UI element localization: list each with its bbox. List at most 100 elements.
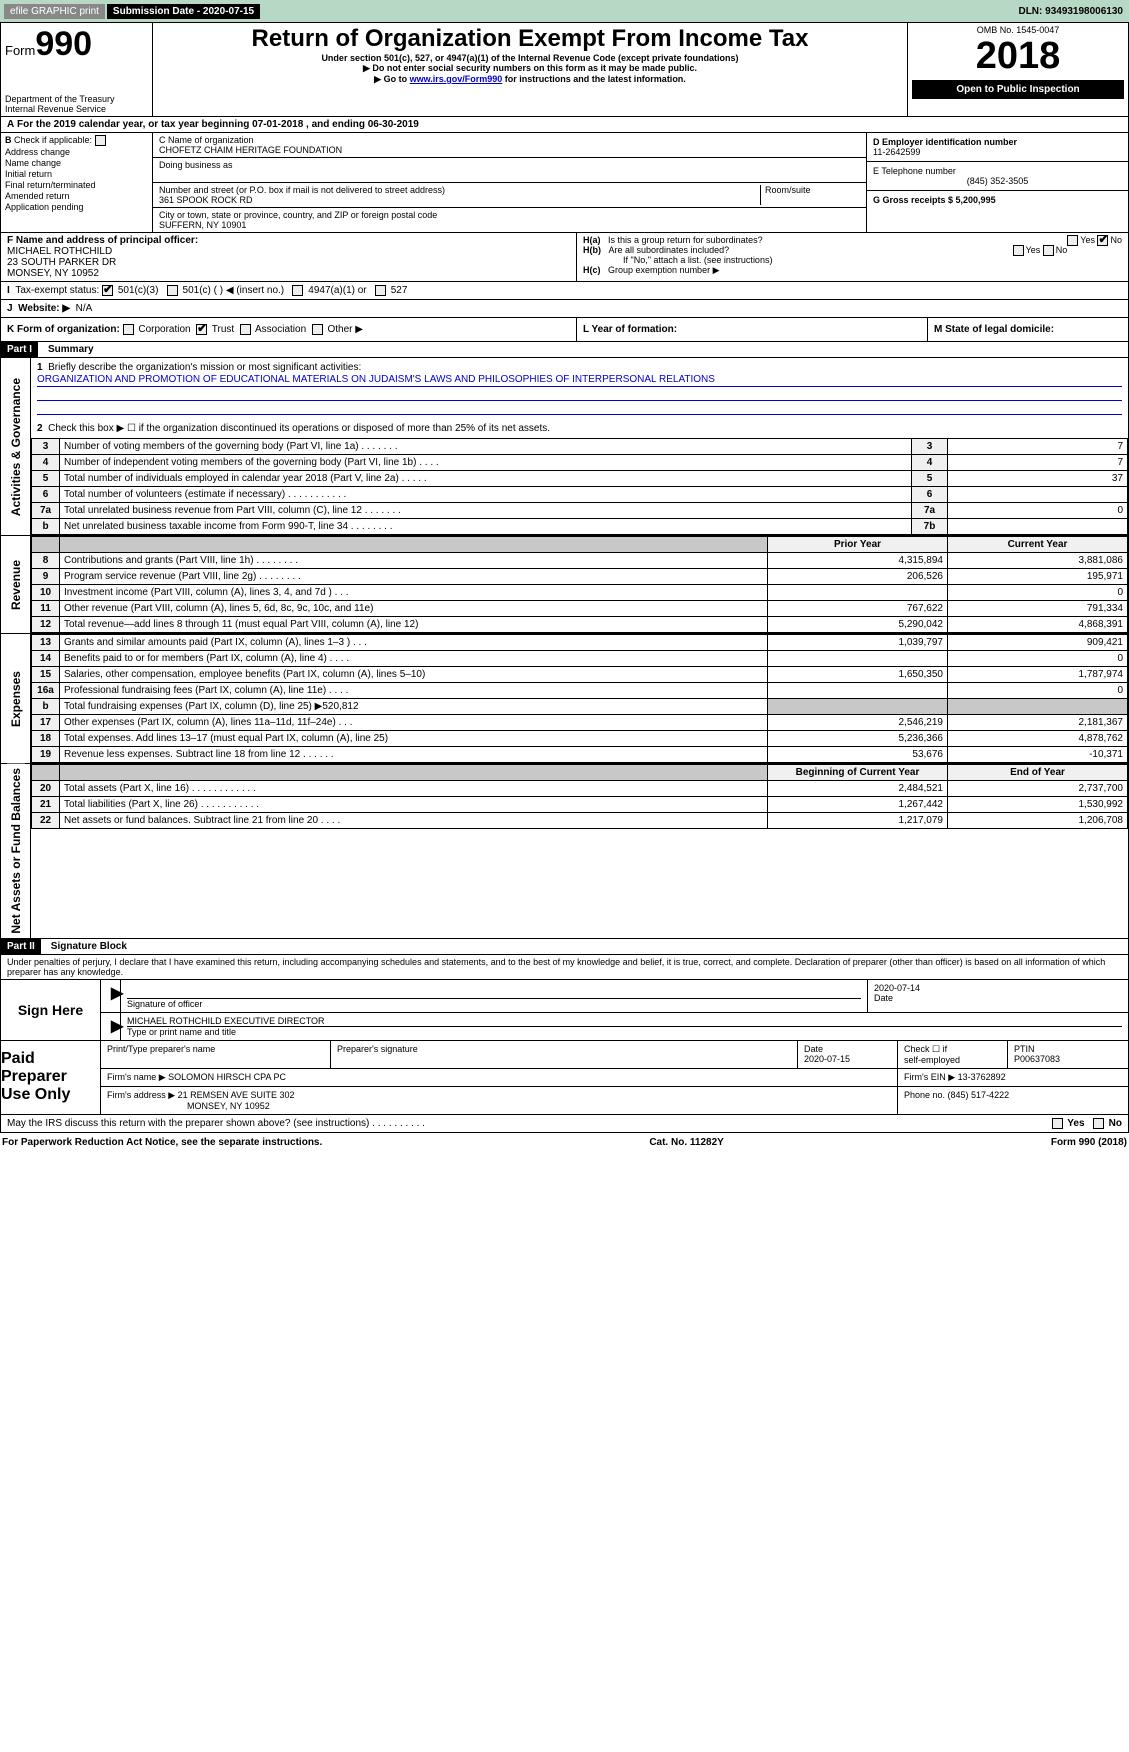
h-b-note: If "No," attach a list. (see instruction…	[583, 255, 1122, 265]
firm-ein: Firm's EIN ▶ 13-3762892	[898, 1069, 1128, 1086]
governance-block: Activities & Governance 1 Briefly descri…	[0, 358, 1129, 536]
ha-no[interactable]	[1097, 235, 1108, 246]
prep-sig-label: Preparer's signature	[331, 1041, 798, 1068]
org-name: CHOFETZ CHAIM HERITAGE FOUNDATION	[159, 145, 860, 155]
omb-number: OMB No. 1545-0047	[912, 25, 1124, 35]
sign-here-label: Sign Here	[1, 980, 101, 1040]
tax-year: 2018	[912, 35, 1124, 78]
ein-label: D Employer identification number	[873, 137, 1122, 147]
street-value: 361 SPOOK ROCK RD	[159, 195, 760, 205]
h-c: H(c) Group exemption number ▶	[583, 265, 1122, 276]
i-4947[interactable]	[292, 285, 303, 296]
phone-value: (845) 352-3505	[873, 176, 1122, 186]
discuss-no[interactable]	[1093, 1118, 1104, 1129]
check-amended[interactable]: Amended return	[5, 191, 148, 201]
firm-addr: Firm's address ▶ 21 REMSEN AVE SUITE 302	[107, 1090, 891, 1101]
check-initial-return[interactable]: Initial return	[5, 169, 148, 179]
section-bcd: B Check if applicable: Address change Na…	[0, 133, 1129, 233]
prep-check-label: Check ☐ if	[904, 1044, 1001, 1055]
section-b: B Check if applicable: Address change Na…	[1, 133, 153, 232]
prep-date: 2020-07-15	[804, 1054, 891, 1064]
check-name-change[interactable]: Name change	[5, 158, 148, 168]
city-label: City or town, state or province, country…	[159, 210, 860, 220]
mission-blank-1	[37, 387, 1122, 401]
footer-mid: Cat. No. 11282Y	[649, 1137, 723, 1148]
note-ssn: ▶ Do not enter social security numbers o…	[157, 63, 903, 74]
street-label: Number and street (or P.O. box if mail i…	[159, 185, 760, 195]
expenses-label: Expenses	[7, 667, 25, 731]
revenue-block: Revenue Prior YearCurrent Year8Contribut…	[0, 536, 1129, 634]
dept-treasury: Department of the Treasury	[5, 94, 148, 104]
revenue-label: Revenue	[7, 556, 25, 614]
org-name-label: C Name of organization	[159, 135, 860, 145]
k-other[interactable]	[312, 324, 323, 335]
k-corp[interactable]	[123, 324, 134, 335]
hb-no[interactable]	[1043, 245, 1054, 256]
i-527[interactable]	[375, 285, 386, 296]
k-assoc[interactable]	[240, 324, 251, 335]
ha-yes[interactable]	[1067, 235, 1078, 246]
tax-year-range: For the 2019 calendar year, or tax year …	[17, 119, 303, 130]
check-pending[interactable]: Application pending	[5, 202, 148, 212]
line1-label: Briefly describe the organization's miss…	[48, 362, 361, 373]
h-b: H(b) Are all subordinates included? Yes …	[583, 245, 1122, 255]
room-label: Room/suite	[765, 185, 860, 195]
i-501c3[interactable]	[102, 285, 113, 296]
section-c: C Name of organization CHOFETZ CHAIM HER…	[153, 133, 866, 232]
row-j: J Website: ▶ N/A	[0, 300, 1129, 318]
prep-name-label: Print/Type preparer's name	[101, 1041, 331, 1068]
mission-blank-2	[37, 401, 1122, 415]
dln-number: DLN: 93493198006130	[1018, 6, 1123, 17]
firm-name: Firm's name ▶ SOLOMON HIRSCH CPA PC	[101, 1069, 898, 1086]
officer-addr1: 23 SOUTH PARKER DR	[7, 257, 570, 268]
expenses-block: Expenses 13Grants and similar amounts pa…	[0, 634, 1129, 764]
efile-button[interactable]: efile GRAPHIC print	[4, 4, 105, 19]
check-address-change[interactable]: Address change	[5, 147, 148, 157]
firm-phone: Phone no. (845) 517-4222	[898, 1087, 1128, 1114]
part-i-header: Part I Summary	[0, 342, 1129, 358]
footer-right: Form 990 (2018)	[1051, 1137, 1127, 1148]
sig-name: MICHAEL ROTHCHILD EXECUTIVE DIRECTOR	[127, 1016, 1122, 1027]
netassets-block: Net Assets or Fund Balances Beginning of…	[0, 764, 1129, 939]
check-final-return[interactable]: Final return/terminated	[5, 180, 148, 190]
prep-selfemp: self-employed	[904, 1055, 1001, 1065]
row-i: I Tax-exempt status: 501(c)(3) 501(c) ( …	[0, 282, 1129, 300]
firm-city: MONSEY, NY 10952	[107, 1101, 891, 1111]
i-501c[interactable]	[167, 285, 178, 296]
revenue-table: Prior YearCurrent Year8Contributions and…	[31, 536, 1128, 633]
form-number: Form990	[5, 25, 148, 64]
officer-name: MICHAEL ROTHCHILD	[7, 246, 570, 257]
officer-addr2: MONSEY, NY 10952	[7, 268, 570, 279]
paid-preparer-label: Paid Preparer Use Only	[1, 1041, 101, 1114]
page-footer: For Paperwork Reduction Act Notice, see …	[0, 1133, 1129, 1152]
netassets-table: Beginning of Current YearEnd of Year20To…	[31, 764, 1128, 829]
perjury-text: Under penalties of perjury, I declare th…	[0, 955, 1129, 980]
governance-table: 3Number of voting members of the governi…	[31, 438, 1128, 535]
expenses-table: 13Grants and similar amounts paid (Part …	[31, 634, 1128, 763]
hb-yes[interactable]	[1013, 245, 1024, 256]
m-label: M State of legal domicile:	[934, 324, 1054, 335]
row-klm: K Form of organization: Corporation Trus…	[0, 318, 1129, 342]
ptin-value: P00637083	[1014, 1054, 1122, 1064]
paid-preparer-block: Paid Preparer Use Only Print/Type prepar…	[0, 1041, 1129, 1115]
sig-date: 2020-07-14	[874, 983, 1122, 993]
irs-label: Internal Revenue Service	[5, 104, 148, 114]
netassets-label: Net Assets or Fund Balances	[7, 764, 25, 938]
discuss-yes[interactable]	[1052, 1118, 1063, 1129]
section-deg: D Employer identification number 11-2642…	[866, 133, 1128, 232]
website-value: N/A	[76, 303, 93, 314]
gross-receipts: G Gross receipts $ 5,200,995	[873, 195, 1122, 205]
row-a: A For the 2019 calendar year, or tax yea…	[0, 117, 1129, 133]
k-trust[interactable]	[196, 324, 207, 335]
sig-officer-label: Signature of officer	[127, 999, 861, 1009]
ptin-label: PTIN	[1014, 1044, 1122, 1054]
irs-link[interactable]: www.irs.gov/Form990	[410, 74, 503, 84]
phone-label: E Telephone number	[873, 166, 1122, 176]
check-applicable[interactable]	[95, 135, 106, 146]
part-ii-header: Part II Signature Block	[0, 939, 1129, 955]
form-title: Return of Organization Exempt From Incom…	[157, 25, 903, 53]
tax-year-ending: , and ending 06-30-2019	[306, 119, 419, 130]
sig-date-label: Date	[874, 993, 1122, 1003]
dba-label: Doing business as	[159, 160, 860, 170]
ein-value: 11-2642599	[873, 147, 1122, 157]
